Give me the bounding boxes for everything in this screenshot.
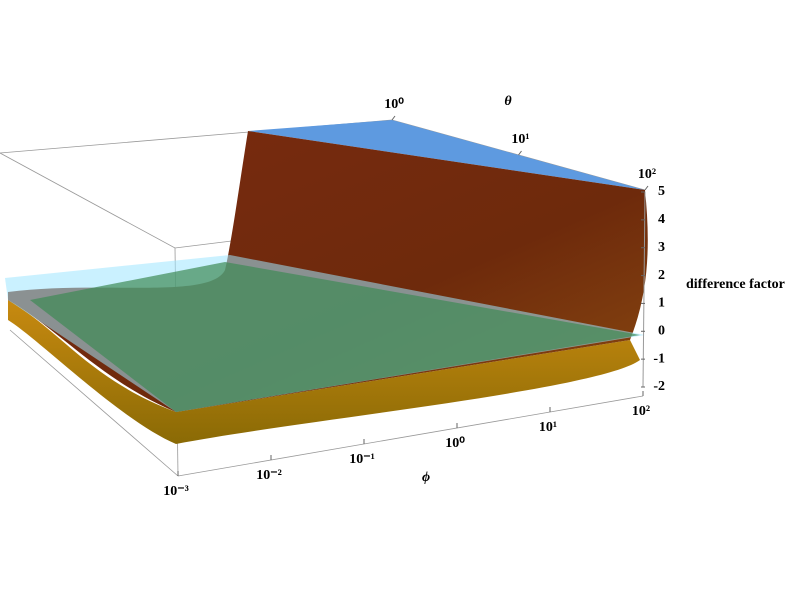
orange-surface-bottom [8,300,640,444]
x-tick-label: 10⁻² [256,468,282,483]
y-axis-label: θ [504,94,512,109]
top-plane [248,120,645,190]
x-tick-label: 10⁻³ [163,484,189,499]
z-tick-label: 4 [658,212,665,227]
z-tick-label: 5 [658,184,665,199]
x-tick-label: 10⁻¹ [349,452,375,467]
surfaces [5,120,648,444]
z-tick-label: 1 [658,296,665,311]
z-axis [642,191,646,388]
overlap-region [30,262,640,412]
z-tick-label: -2 [653,379,665,394]
x-tick-label: 10⁰ [445,436,465,451]
y-tick [644,185,649,191]
z-tick-label: 0 [658,324,665,339]
y-tick-label: 10² [638,167,656,182]
z-tick-label: -1 [653,351,665,366]
x-axis-label: ϕ [422,470,430,485]
x-tick-label: 10² [632,404,650,419]
z-tick-label: 3 [658,240,665,255]
y-tick [391,115,396,121]
y-tick-label: 10¹ [511,132,529,147]
y-tick [518,150,522,156]
z-axis-label: difference factor [686,277,785,292]
z-tick-label: 2 [658,268,665,283]
x-tick-label: 10¹ [539,420,557,435]
y-tick-label: 10⁰ [384,97,404,112]
